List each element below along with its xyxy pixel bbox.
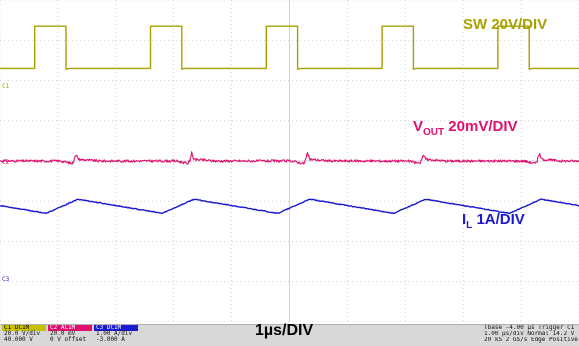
il-label-main: I [462, 211, 467, 228]
vout-trace-label: VOUT 20mV/DIV [413, 118, 518, 138]
channel-3-panel[interactable]: C3 DC1M 1.00 A/div -3.000 A [94, 325, 138, 344]
channel-2-header: C2 AC1M [48, 325, 92, 331]
channel-1-panel[interactable]: C1 DC1M 20.0 V/div 40.000 V [2, 325, 46, 344]
channel-2-panel[interactable]: C2 AC1M 20.0 mV 0 V offset [48, 325, 92, 344]
traces [0, 25, 579, 215]
oscilloscope-plot: C1 C2 C3 [0, 0, 579, 322]
il-label-rest: 1A/DIV [472, 211, 525, 228]
channel-1-scale: 20.0 V/div [4, 330, 41, 337]
series-line-3 [0, 198, 579, 215]
trigger-row-1: Tbase -4.00 µs Trigger C1 DC [484, 325, 578, 331]
channel-3-header: C3 DC1M [94, 325, 138, 331]
c3-marker: C3 [2, 276, 10, 283]
il-label-sub: L [466, 220, 473, 231]
series-line-2 [0, 151, 579, 165]
vout-label-sub: OUT [423, 127, 445, 138]
sw-trace-label: SW 20V/DIV [463, 16, 548, 33]
c2-marker: C2 [2, 159, 10, 166]
status-bar [0, 324, 579, 346]
vout-label-main: V [413, 118, 424, 135]
channel-2-scale: 20.0 mV [50, 330, 76, 337]
channel-1-offset: 40.000 V [4, 336, 33, 343]
channel-1-header: C1 DC1M [2, 325, 46, 331]
channel-3-scale: 1.00 A/div [96, 330, 133, 337]
channel-3-offset: -3.000 A [96, 336, 125, 343]
trigger-row-2: 1.00 µs/div Normal 14.2 V [484, 331, 575, 337]
series-line-1 [0, 25, 579, 70]
c1-marker: C1 [2, 83, 10, 90]
timebase-trigger-panel[interactable]: Tbase -4.00 µs Trigger C1 DC 1.00 µs/div… [484, 325, 578, 344]
trigger-row-3: 20 kS 2 GS/s Edge Positive [484, 337, 578, 343]
timebase-label: 1µs/DIV [255, 322, 314, 339]
channel-markers: C1 C2 C3 [2, 83, 10, 283]
vout-label-rest: 20mV/DIV [444, 118, 518, 135]
il-trace-label: IL 1A/DIV [462, 211, 525, 231]
channel-2-offset: 0 V offset [50, 336, 87, 343]
